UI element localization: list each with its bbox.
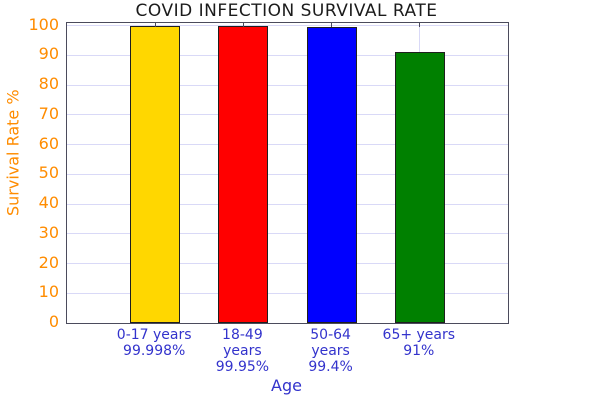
chart-title: COVID INFECTION SURVIVAL RATE	[135, 1, 438, 21]
y-tick-label: 60	[38, 133, 59, 153]
horizontal-gridline	[67, 263, 508, 265]
x-tick-label-line: 99.95%	[215, 359, 270, 375]
x-tick-label-line: 65+ years	[382, 327, 456, 343]
y-tick-label: 90	[38, 44, 59, 64]
top-tick-mark	[242, 23, 244, 27]
x-tick-label-line: years	[223, 343, 262, 359]
bar-50-64-years	[306, 27, 357, 323]
y-tick-label: 50	[38, 163, 59, 183]
bar-65-years	[394, 52, 445, 323]
horizontal-gridline	[67, 173, 508, 175]
plot-area	[66, 22, 509, 324]
top-tick-mark	[419, 23, 421, 27]
top-tick-mark	[331, 23, 333, 27]
horizontal-gridline	[67, 203, 508, 205]
horizontal-gridline	[67, 114, 508, 116]
bar-18-49-years	[218, 25, 269, 323]
horizontal-gridline	[67, 25, 508, 27]
x-tick-label-line: years	[311, 343, 350, 359]
x-tick-label-line: 0-17 years	[116, 327, 192, 343]
x-axis-title: Age	[271, 376, 302, 395]
y-tick-label: 0	[48, 312, 59, 331]
top-tick-mark	[154, 23, 156, 27]
horizontal-gridline	[67, 84, 508, 86]
x-tick-label-line: 50-64	[310, 327, 351, 343]
horizontal-gridline	[67, 54, 508, 56]
x-tick-label: 65+ years 91%	[359, 327, 479, 359]
horizontal-gridline	[67, 233, 508, 235]
y-tick-label: 80	[38, 74, 59, 94]
y-tick-label: 20	[38, 252, 59, 272]
x-tick-label-line: 99.998%	[123, 343, 186, 359]
y-tick-label: 40	[38, 193, 59, 212]
y-tick-label: 10	[38, 282, 59, 302]
x-tick-label: 18-49 years 99.95%	[182, 327, 302, 375]
horizontal-gridline	[67, 292, 508, 294]
y-tick-label: 100	[28, 14, 59, 34]
x-tick-label-line: 18-49	[222, 327, 263, 343]
x-tick-label: 0-17 years 99.998%	[94, 327, 214, 359]
y-tick-label: 70	[38, 103, 59, 123]
x-tick-label-line: 91%	[403, 343, 435, 359]
x-tick-label: 50-64 years 99.4%	[271, 327, 391, 375]
horizontal-gridline	[67, 144, 508, 146]
x-tick-label-line: 99.4%	[308, 359, 353, 375]
y-tick-label: 30	[38, 222, 59, 242]
bar-0-17-years	[130, 25, 181, 323]
